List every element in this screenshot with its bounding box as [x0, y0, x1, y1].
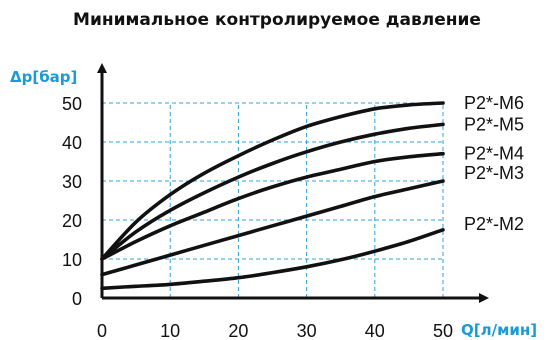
y-tick-label: 30 [62, 172, 82, 192]
x-tick-label: 0 [97, 321, 107, 340]
x-tick-label: 40 [365, 321, 385, 340]
x-axis-label: Q[л/мин] [461, 321, 537, 339]
x-tick-label: 50 [433, 321, 453, 340]
series-line-p2-m2 [100, 228, 445, 291]
series-line-p2-m5 [100, 122, 445, 261]
series-line-p2-m4 [100, 151, 445, 261]
series-line-p2-m3 [100, 179, 445, 277]
series-label-p2-m2: P2*-M2 [464, 214, 524, 234]
chart-title: Минимальное контролируемое давление [73, 10, 481, 30]
series-label-p2-m3: P2*-M3 [464, 163, 524, 183]
y-tick-label: 50 [62, 94, 82, 114]
series-label-p2-m6: P2*-M6 [464, 93, 524, 113]
x-tick-label: 30 [297, 321, 317, 340]
series-line-p2-m6 [100, 101, 445, 261]
x-tick-label: 10 [160, 321, 180, 340]
label-layer: 0 10 20 30 40 50 0 10 20 30 40 50 Δp[бар] Q[л/мин] P2*… [10, 68, 537, 340]
y-tick-label: 20 [62, 211, 82, 231]
x-tick-label: 20 [228, 321, 248, 340]
grid-layer [102, 102, 444, 298]
series-layer [100, 101, 445, 291]
y-tick-label: 10 [62, 250, 82, 270]
y-tick-label: 40 [62, 133, 82, 153]
series-label-p2-m4: P2*-M4 [464, 144, 524, 164]
y-axis-label: Δp[бар] [10, 68, 77, 86]
y-tick-label: 0 [72, 289, 82, 309]
series-label-p2-m5: P2*-M5 [464, 114, 524, 134]
